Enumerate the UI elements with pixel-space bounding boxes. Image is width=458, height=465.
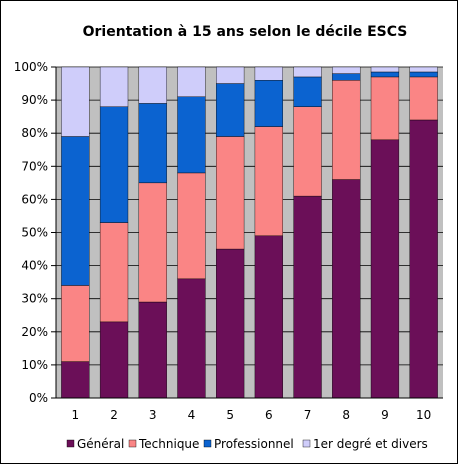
bar-segment-1-cat-4 bbox=[177, 278, 206, 399]
legend-swatch bbox=[128, 439, 137, 448]
bar-segment-2-cat-9 bbox=[370, 76, 400, 141]
x-tick-label: 3 bbox=[149, 408, 157, 422]
x-tick-label: 5 bbox=[226, 408, 234, 422]
bar-segment-4-cat-8 bbox=[332, 66, 361, 74]
bar-segment-4-cat-5 bbox=[216, 66, 245, 84]
bar-segment-3-cat-9 bbox=[370, 71, 400, 78]
bar-segment-4-cat-2 bbox=[99, 66, 129, 107]
legend-label: Général bbox=[77, 437, 124, 451]
bar-segment-3-cat-3 bbox=[138, 103, 167, 184]
y-tick-label: 60% bbox=[21, 192, 48, 206]
x-axis: 1 2 3 4 5 6 7 8 9 10 bbox=[56, 397, 443, 422]
x-tick-label: 1 bbox=[72, 408, 80, 422]
y-tick-label: 90% bbox=[21, 93, 48, 107]
bar-segment-1-cat-5 bbox=[216, 248, 245, 399]
bar-segment-2-cat-3 bbox=[138, 182, 167, 303]
bar-segment-1-cat-6 bbox=[254, 235, 283, 399]
y-tick-label: 10% bbox=[21, 358, 48, 372]
bar-segment-1-cat-1 bbox=[61, 361, 90, 399]
y-tick-label: 100% bbox=[14, 60, 48, 74]
bar-segment-2-cat-7 bbox=[293, 106, 322, 197]
bar-segment-2-cat-2 bbox=[99, 222, 129, 323]
bar-segment-4-cat-10 bbox=[409, 66, 438, 73]
bar-segment-1-cat-10 bbox=[409, 119, 438, 399]
bar-segment-4-cat-6 bbox=[254, 66, 283, 81]
bar-segment-1-cat-2 bbox=[99, 321, 129, 399]
bar-segment-4-cat-3 bbox=[138, 66, 167, 104]
x-tick-label: 10 bbox=[416, 408, 431, 422]
bar-segment-3-cat-5 bbox=[216, 83, 245, 137]
x-tick-label: 9 bbox=[381, 408, 389, 422]
legend-label: Technique bbox=[138, 437, 199, 451]
bar-segment-1-cat-8 bbox=[332, 179, 361, 399]
bar-segment-3-cat-4 bbox=[177, 96, 206, 174]
bar-segment-3-cat-2 bbox=[99, 106, 129, 223]
y-tick-label: 70% bbox=[21, 159, 48, 173]
x-tick-label: 2 bbox=[110, 408, 118, 422]
bar-segment-4-cat-7 bbox=[293, 66, 322, 78]
y-tick-label: 40% bbox=[21, 259, 48, 273]
plot-area bbox=[56, 66, 443, 399]
bar-segment-3-cat-7 bbox=[293, 76, 322, 107]
bar-segment-3-cat-6 bbox=[254, 80, 283, 127]
bar-segment-2-cat-5 bbox=[216, 136, 245, 250]
bar-segment-4-cat-4 bbox=[177, 66, 206, 97]
y-tick-label: 30% bbox=[21, 292, 48, 306]
bar-segment-1-cat-7 bbox=[293, 195, 322, 399]
legend-swatch bbox=[66, 439, 75, 448]
legend-swatch bbox=[203, 439, 212, 448]
bar-segment-1-cat-3 bbox=[138, 301, 167, 399]
legend-swatch bbox=[302, 439, 311, 448]
y-tick-label: 50% bbox=[21, 226, 48, 240]
bar-segment-2-cat-8 bbox=[332, 80, 361, 180]
y-tick-label: 0% bbox=[29, 391, 48, 405]
x-tick-label: 7 bbox=[304, 408, 312, 422]
y-tick-label: 80% bbox=[21, 126, 48, 140]
x-tick-label: 8 bbox=[342, 408, 350, 422]
bar-segment-1-cat-9 bbox=[370, 139, 400, 399]
bar-segment-2-cat-6 bbox=[254, 126, 283, 237]
legend: Général Technique Professionnel 1er degré e… bbox=[66, 437, 428, 451]
chart-title: Orientation à 15 ans selon le décile ESC… bbox=[83, 24, 408, 40]
bar-segment-3-cat-1 bbox=[61, 136, 90, 286]
bar-segment-4-cat-9 bbox=[370, 66, 400, 73]
bar-segment-3-cat-8 bbox=[332, 73, 361, 81]
legend-label: Professionnel bbox=[214, 437, 294, 451]
legend-label: 1er degré et divers bbox=[313, 437, 428, 451]
bar-segment-2-cat-1 bbox=[61, 285, 90, 362]
bar-segment-2-cat-10 bbox=[409, 76, 438, 121]
bar-segment-3-cat-10 bbox=[409, 71, 438, 78]
y-tick-label: 20% bbox=[21, 325, 48, 339]
y-axis: 0% 10% 20% 30% 40% 50% 60% 70% 80% 90% 100% bbox=[14, 60, 57, 405]
bar-segment-4-cat-1 bbox=[61, 66, 90, 137]
x-tick-label: 6 bbox=[265, 408, 273, 422]
bar-segment-2-cat-4 bbox=[177, 172, 206, 280]
x-tick-label: 4 bbox=[188, 408, 196, 422]
